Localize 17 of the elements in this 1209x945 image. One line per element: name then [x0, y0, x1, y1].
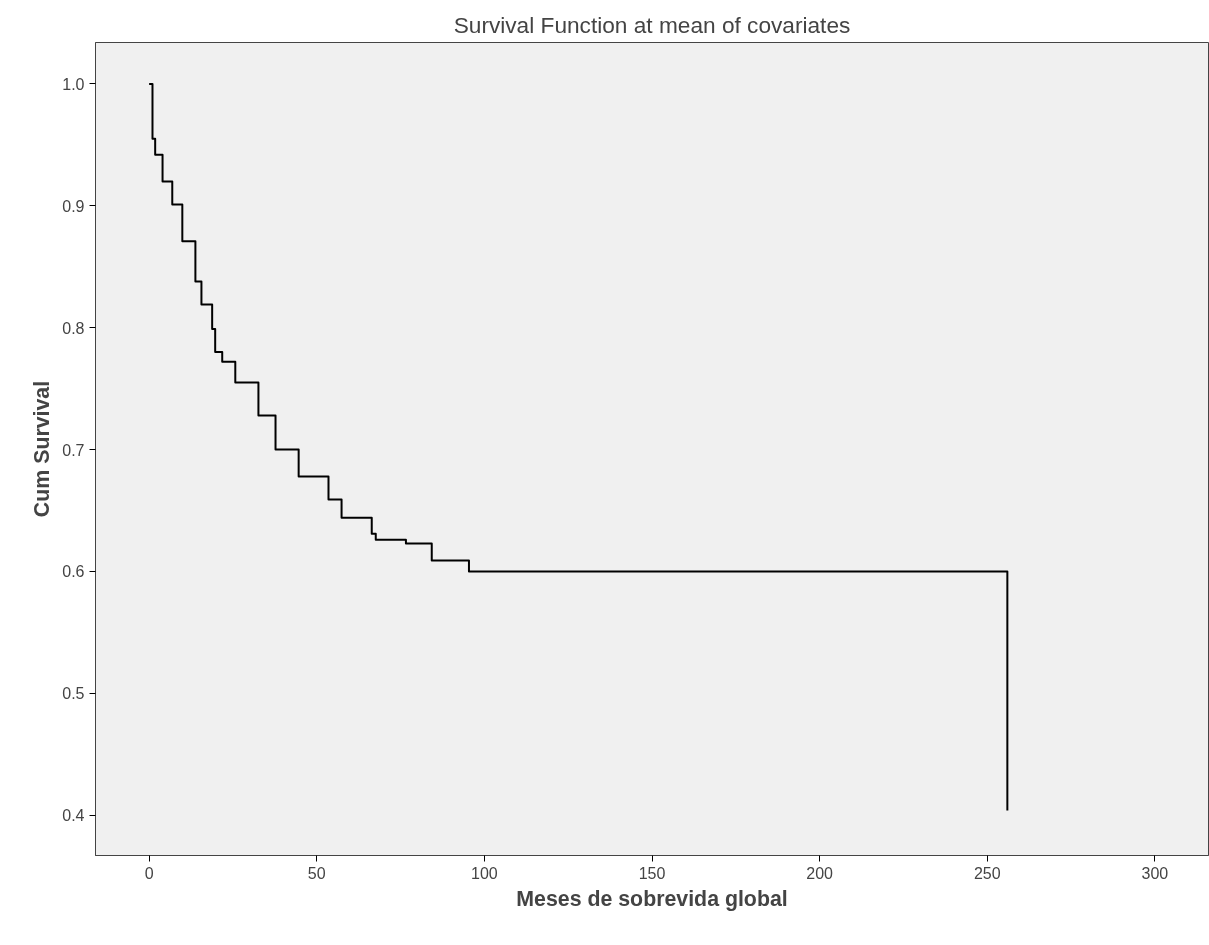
y-tick-label: 0.9	[62, 197, 85, 215]
y-tick-label: 0.6	[62, 563, 85, 581]
x-tick-label: 200	[806, 864, 834, 882]
x-tick-label: 50	[307, 864, 326, 882]
y-axis-title: Cum Survival	[30, 380, 55, 518]
y-tick-label: 1.0	[62, 75, 85, 93]
x-axis-title: Meses de sobrevida global	[516, 886, 788, 911]
x-tick-label: 100	[471, 864, 498, 882]
y-tick-label: 0.7	[62, 441, 85, 459]
y-tick-label: 0.5	[62, 685, 85, 703]
x-tick-label: 0	[144, 864, 154, 882]
y-tick-label: 0.4	[62, 807, 85, 825]
chart-title: Survival Function at mean of covariates	[453, 11, 851, 38]
y-tick-label: 0.8	[62, 319, 85, 337]
x-tick-label: 300	[1141, 864, 1169, 882]
x-tick-label: 150	[638, 864, 666, 882]
x-tick-label: 250	[973, 864, 1001, 882]
